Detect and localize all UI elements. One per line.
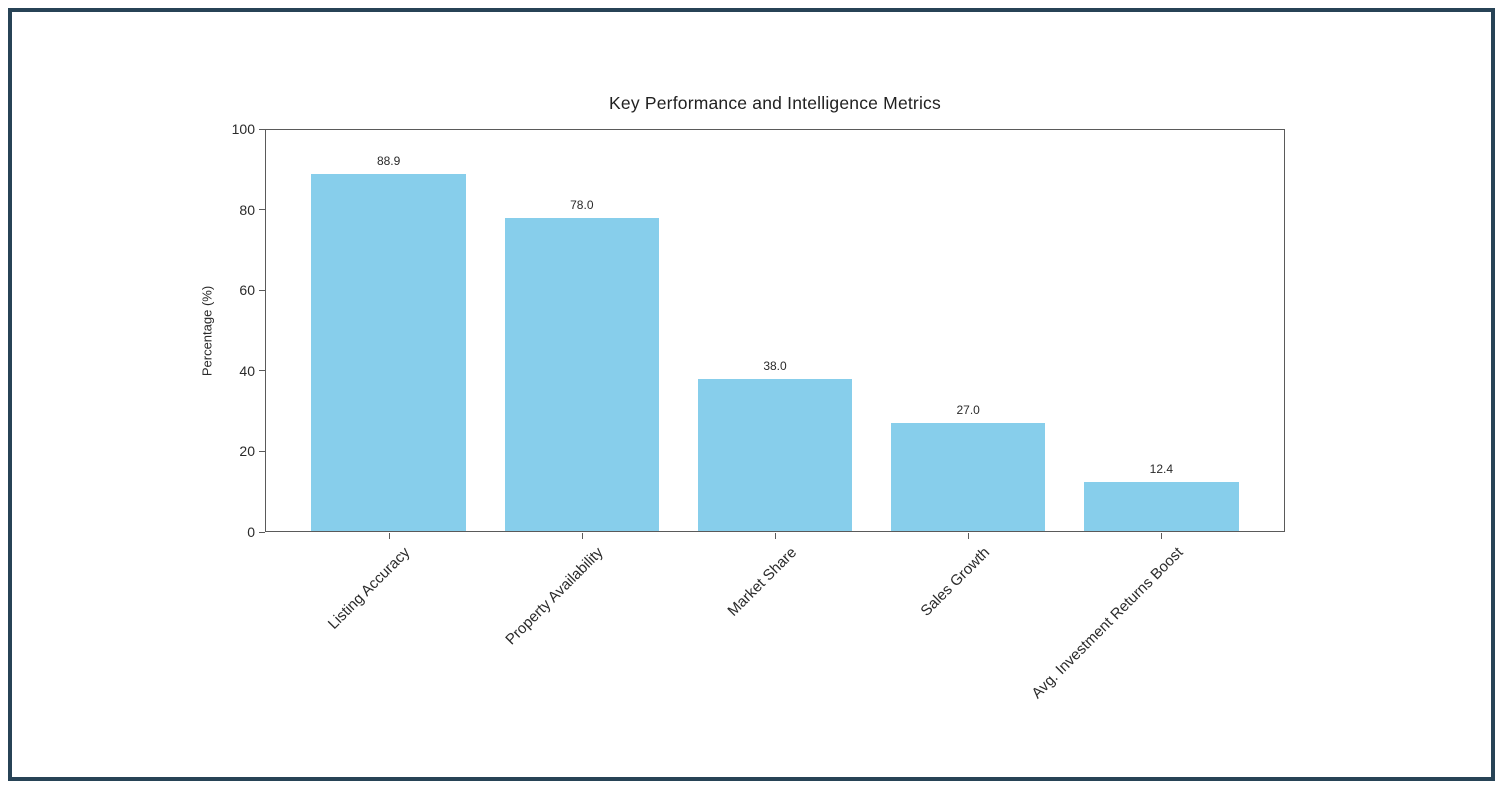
x-tick-label: Avg. Investment Returns Boost (1028, 544, 1187, 703)
bar (697, 378, 853, 531)
y-tick-label: 40 (239, 362, 255, 379)
bar (890, 423, 1046, 531)
y-tick-label: 0 (247, 524, 255, 540)
y-tick-mark (259, 450, 265, 452)
y-tick-mark (259, 128, 265, 130)
x-tick-mark (775, 533, 776, 539)
bar (504, 217, 660, 531)
y-tick-mark (259, 531, 265, 533)
y-axis-label: Percentage (%) (199, 285, 215, 377)
y-tick-label: 80 (239, 201, 255, 218)
y-tick-mark (259, 289, 265, 291)
x-tick-label: Market Share (724, 544, 801, 620)
x-tick-mark (388, 533, 390, 539)
y-tick-mark (259, 370, 265, 372)
bar-value-label: 88.9 (376, 153, 401, 168)
x-tick-label: Listing Accuracy (324, 544, 414, 633)
x-tick-mark (1161, 533, 1163, 539)
bar-value-label: 38.0 (763, 358, 787, 373)
bar (311, 173, 466, 531)
x-tick-label: Sales Growth (917, 544, 994, 620)
chart-title: Key Performance and Intelligence Metrics (609, 93, 941, 113)
bar-value-label: 78.0 (570, 197, 594, 212)
x-tick-mark (581, 533, 583, 539)
x-tick-label: Property Availability (502, 544, 607, 649)
bar (1084, 482, 1239, 531)
bar-value-label: 12.4 (1149, 462, 1174, 477)
y-tick-label: 20 (239, 443, 255, 460)
y-tick-mark (259, 209, 265, 211)
y-tick-label: 60 (239, 282, 255, 299)
x-tick-mark (968, 533, 970, 539)
y-tick-label: 100 (231, 121, 255, 137)
bar-value-label: 27.0 (956, 403, 980, 418)
